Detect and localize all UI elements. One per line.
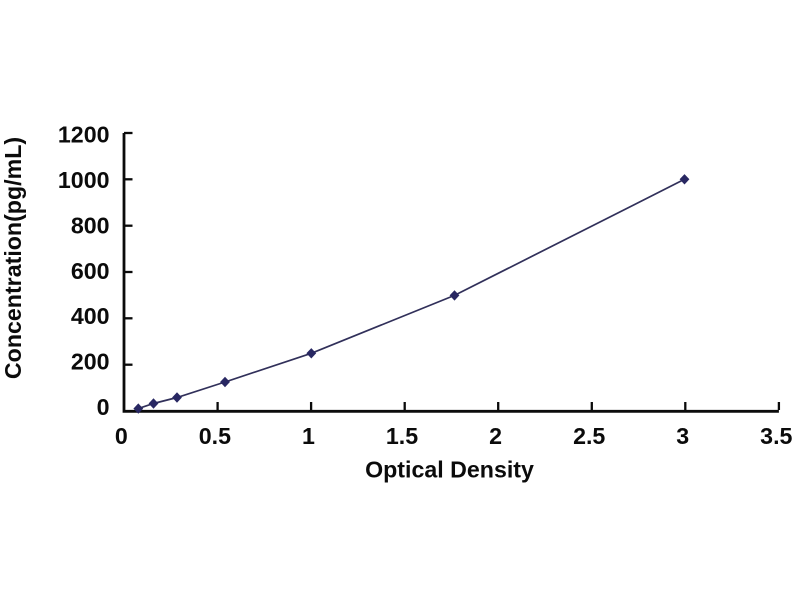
svg-text:2.5: 2.5 [573,423,605,449]
svg-text:1: 1 [302,423,315,449]
svg-text:0: 0 [115,423,128,449]
svg-text:1.5: 1.5 [386,423,418,449]
svg-text:0: 0 [97,394,110,420]
svg-text:600: 600 [71,258,110,284]
svg-text:1000: 1000 [58,167,110,193]
svg-text:1200: 1200 [58,122,110,148]
svg-text:0.5: 0.5 [199,423,231,449]
svg-text:200: 200 [71,349,110,375]
svg-text:3: 3 [676,423,689,449]
svg-text:Concentration(pg/mL): Concentration(pg/mL) [0,137,26,379]
svg-text:Optical Density: Optical Density [365,457,534,483]
svg-text:400: 400 [71,303,110,329]
svg-text:2: 2 [489,423,502,449]
svg-text:3.5: 3.5 [760,423,792,449]
svg-text:800: 800 [71,212,110,238]
